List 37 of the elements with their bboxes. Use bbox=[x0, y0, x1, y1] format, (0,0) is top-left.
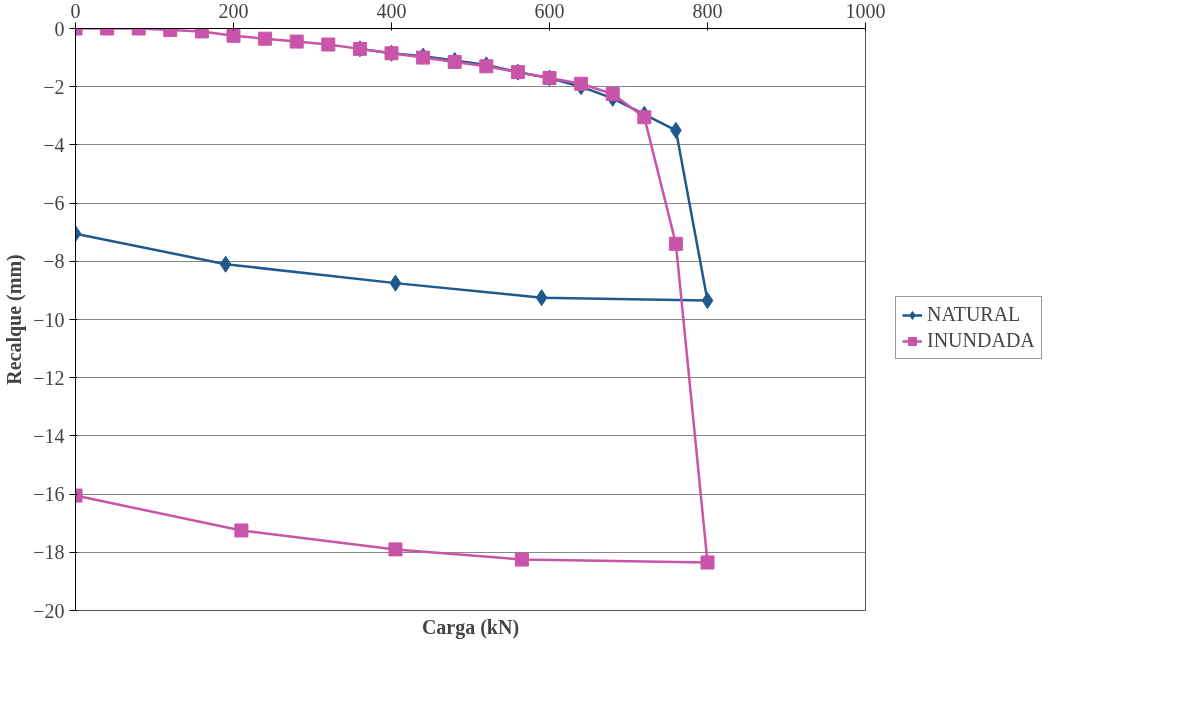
legend-label: INUNDADA bbox=[927, 329, 1035, 352]
y-tick-label: −8 bbox=[43, 250, 65, 273]
point bbox=[219, 255, 232, 273]
x-tick-label: 1000 bbox=[845, 0, 886, 22]
x-tick-label: 800 bbox=[692, 0, 723, 22]
point bbox=[535, 289, 548, 307]
y-tick-label: −16 bbox=[33, 483, 65, 506]
y-tick-label: −10 bbox=[33, 308, 65, 331]
point bbox=[226, 28, 241, 43]
point bbox=[234, 523, 249, 538]
y-tick-label: −12 bbox=[33, 366, 65, 389]
point bbox=[321, 37, 336, 52]
point bbox=[514, 552, 529, 567]
x-tick-label: 400 bbox=[376, 0, 407, 22]
point bbox=[388, 542, 403, 557]
point bbox=[701, 292, 714, 310]
y-tick-label: −2 bbox=[43, 75, 65, 98]
point bbox=[668, 236, 683, 251]
y-tick-label: 0 bbox=[54, 17, 65, 40]
point bbox=[574, 76, 589, 91]
x-tick-label: 600 bbox=[534, 0, 565, 22]
y-axis-title: Recalque (mm) bbox=[3, 254, 27, 385]
y-tick-label: −18 bbox=[33, 541, 65, 564]
y-tick-label: −6 bbox=[43, 192, 65, 215]
point bbox=[605, 86, 620, 101]
y-tick-label: −14 bbox=[33, 424, 65, 447]
point bbox=[289, 34, 304, 49]
y-tick-label: −20 bbox=[33, 599, 65, 622]
x-tick-label: 0 bbox=[70, 0, 81, 22]
x-axis-title: Carga (kN) bbox=[421, 615, 520, 639]
x-tick-label: 200 bbox=[218, 0, 249, 22]
point bbox=[258, 31, 273, 46]
y-tick-label: −4 bbox=[43, 133, 65, 156]
point bbox=[700, 555, 715, 570]
point bbox=[389, 274, 402, 292]
legend-label: NATURAL bbox=[927, 303, 1021, 326]
point bbox=[637, 110, 652, 125]
